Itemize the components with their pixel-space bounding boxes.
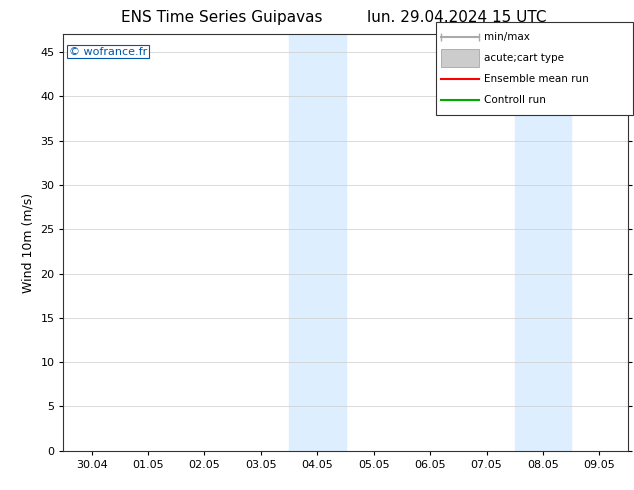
Bar: [515, 34, 571, 451]
Text: min/max: min/max: [484, 32, 529, 42]
Y-axis label: Wind 10m (m/s): Wind 10m (m/s): [22, 193, 35, 293]
Text: Ensemble mean run: Ensemble mean run: [484, 74, 588, 84]
Text: lun. 29.04.2024 15 UTC: lun. 29.04.2024 15 UTC: [366, 10, 547, 25]
Text: Controll run: Controll run: [484, 95, 546, 105]
Bar: [289, 34, 346, 451]
Text: © wofrance.fr: © wofrance.fr: [69, 47, 147, 57]
Text: ENS Time Series Guipavas: ENS Time Series Guipavas: [121, 10, 323, 25]
Text: acute;cart type: acute;cart type: [484, 53, 564, 63]
